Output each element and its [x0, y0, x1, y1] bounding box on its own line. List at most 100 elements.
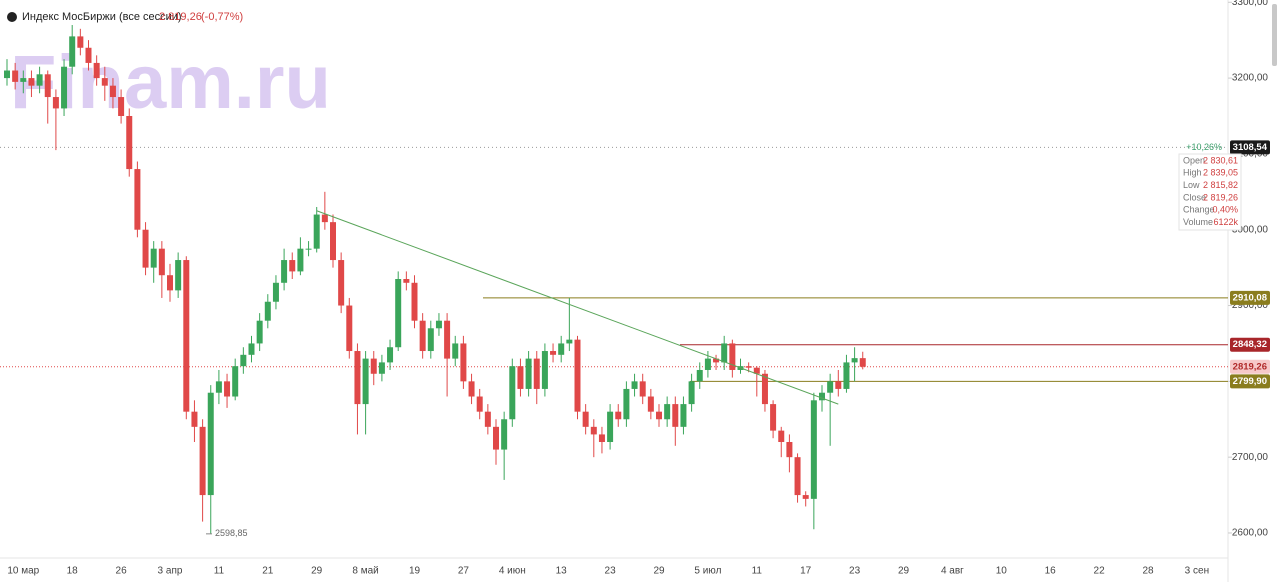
price-badge-label: 2819,26 — [1233, 361, 1267, 372]
ohlc-name: Change — [1183, 205, 1215, 215]
candle-body — [525, 358, 532, 389]
candle-body — [745, 366, 752, 368]
candle-body — [4, 70, 10, 79]
candle-body — [77, 36, 84, 48]
candle-body — [794, 457, 801, 496]
x-tick-label: 11 — [752, 566, 763, 577]
candle-body — [232, 366, 239, 397]
candle-body — [224, 381, 231, 397]
x-tick-label: 10 — [996, 566, 1008, 577]
candle-body — [582, 411, 589, 427]
x-tick-label: 3 апр — [158, 566, 183, 577]
ohlc-value: 2 819,26 — [1203, 192, 1238, 202]
candle-body — [704, 358, 711, 370]
y-tick-label: 3200,00 — [1232, 73, 1269, 84]
candle-body — [395, 279, 402, 348]
candle-body — [346, 305, 353, 352]
candle-body — [427, 328, 434, 352]
trendline — [316, 210, 839, 405]
candle-body — [321, 214, 328, 223]
candle-body — [786, 442, 793, 458]
candle-body — [215, 381, 222, 393]
price-badge — [1230, 374, 1270, 389]
change: (-0,77%) — [201, 11, 243, 23]
x-tick-label: 18 — [67, 566, 79, 577]
candle-body — [778, 430, 785, 443]
candle-body — [501, 419, 508, 450]
x-tick-label: 11 — [214, 566, 225, 577]
price-badge — [1230, 337, 1270, 352]
candle-body — [52, 97, 59, 109]
candle-body — [191, 411, 198, 427]
price-badge-label: 3108,54 — [1233, 142, 1268, 153]
candle-body — [574, 339, 581, 412]
candle-body — [696, 369, 703, 382]
x-tick-label: 8 май — [352, 566, 378, 577]
candle-body — [484, 411, 491, 427]
ohlc-name: High — [1183, 168, 1202, 178]
candle-body — [615, 411, 622, 420]
chart-title: Индекс МосБиржи (все сессии) — [22, 11, 182, 23]
candle-body — [460, 343, 467, 382]
candle-body — [827, 381, 834, 393]
candle-body — [354, 351, 361, 405]
x-tick-label: 4 авг — [941, 566, 964, 577]
candle-body — [550, 351, 557, 355]
candle-body — [167, 275, 173, 291]
x-tick-label: 5 июл — [694, 566, 721, 577]
candle-body — [802, 495, 809, 499]
candle-body — [598, 434, 605, 443]
candle-body — [297, 248, 304, 272]
candle-body — [493, 426, 499, 450]
ohlc-value: 0,40% — [1212, 205, 1238, 215]
candle-body — [607, 411, 614, 443]
candle-body — [126, 115, 133, 170]
candle-body — [20, 78, 27, 82]
candle-body — [647, 396, 654, 412]
candle-body — [362, 358, 369, 405]
y-tick-label: 3000,00 — [1232, 224, 1269, 235]
candle-body — [672, 404, 679, 427]
price-badge — [1230, 140, 1270, 155]
candle-body — [289, 260, 296, 272]
icon — [7, 12, 17, 22]
candle-body — [313, 214, 320, 249]
candle-body — [150, 248, 157, 268]
x-tick-label: 3 сен — [1185, 566, 1209, 577]
y-tick-label: 2600,00 — [1232, 528, 1269, 539]
scrollbar — [1272, 4, 1277, 66]
x-tick-label: 27 — [458, 566, 470, 577]
candle-body — [44, 74, 51, 98]
candle-body — [330, 222, 336, 261]
candle-body — [207, 392, 214, 496]
candle-body — [61, 66, 68, 109]
candle-body — [664, 404, 671, 420]
ohlc-name: Low — [1183, 180, 1200, 190]
candle-body — [680, 404, 687, 427]
x-tick-label: 19 — [409, 566, 421, 577]
reference-change: +10,26% — [1186, 142, 1222, 152]
candle-body — [281, 260, 288, 283]
candle-body — [810, 400, 817, 499]
x-tick-label: 16 — [1045, 566, 1057, 577]
ohlc-value: 2 830,61 — [1203, 155, 1238, 165]
candle-body — [533, 358, 540, 389]
candle-body — [338, 260, 345, 306]
candle-body — [835, 381, 842, 389]
candle-body — [36, 74, 43, 86]
candle-body — [452, 343, 459, 359]
candle-body — [713, 358, 720, 363]
candle-body — [142, 229, 149, 268]
x-tick-label: 23 — [849, 566, 861, 577]
candle-body — [411, 282, 418, 321]
x-tick-label: 13 — [556, 566, 568, 577]
candle-body — [378, 362, 385, 374]
candle-body — [12, 70, 19, 82]
price-badge-label: 2799,90 — [1233, 376, 1267, 387]
candle-body — [541, 351, 548, 389]
candle-body — [639, 381, 646, 397]
last-price: 2 819,26 — [159, 11, 202, 23]
candle-body — [264, 301, 271, 321]
price-badge-label: 2848,32 — [1233, 339, 1267, 350]
